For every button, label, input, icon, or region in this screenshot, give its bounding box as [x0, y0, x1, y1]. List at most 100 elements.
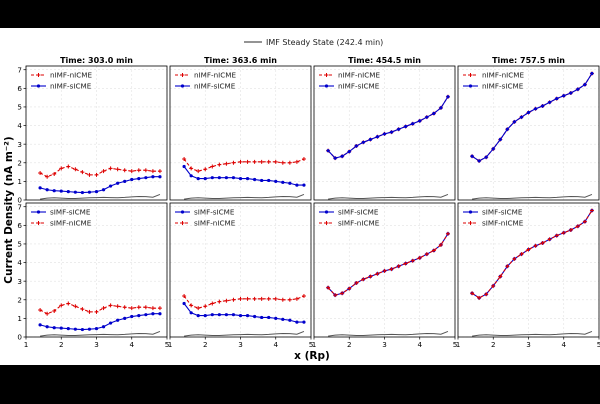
y-tick-label: 1	[17, 177, 22, 186]
data-point	[589, 208, 594, 213]
data-point	[217, 299, 222, 304]
data-point	[417, 255, 422, 260]
legend-marker	[36, 73, 41, 77]
data-point	[245, 313, 250, 318]
data-point	[533, 107, 538, 111]
data-point	[52, 171, 57, 176]
data-point	[498, 274, 503, 279]
data-point	[231, 160, 236, 165]
legend-label: sIMF-sICME	[194, 208, 235, 217]
x-tick-label: 1	[312, 340, 317, 349]
data-point	[368, 274, 373, 279]
y-tick-label: 4	[17, 258, 22, 267]
legend-marker	[468, 221, 473, 225]
data-point	[301, 157, 306, 162]
data-point	[354, 144, 358, 148]
data-point	[196, 176, 200, 181]
data-point	[568, 227, 573, 232]
data-point	[217, 176, 221, 180]
data-point	[326, 285, 331, 290]
data-point	[266, 296, 271, 301]
data-point	[210, 301, 215, 306]
panel-title-3: Time: 454.5 min	[348, 56, 421, 65]
data-point	[477, 159, 481, 163]
x-tick-label: 3	[526, 340, 531, 349]
data-point	[410, 258, 415, 263]
data-point	[562, 94, 566, 98]
data-point	[375, 271, 380, 276]
data-point	[287, 160, 292, 165]
data-point	[252, 296, 257, 301]
data-point	[87, 327, 92, 331]
data-point	[295, 183, 299, 187]
data-point	[116, 318, 120, 322]
steady-state-legend-label: IMF Steady State (242.4 min)	[266, 38, 383, 47]
data-point	[123, 179, 127, 183]
data-point	[66, 190, 70, 194]
y-tick-label: 2	[17, 158, 22, 167]
data-point	[123, 316, 127, 320]
legend-label: sIMF-nICME	[50, 219, 92, 228]
data-point	[569, 91, 573, 95]
y-axis-label: Current Density (nA m⁻²)	[3, 136, 15, 283]
data-point	[224, 313, 228, 317]
data-point	[158, 175, 162, 179]
data-point	[122, 168, 127, 173]
data-point	[389, 130, 394, 134]
y-tick-label: 6	[17, 221, 22, 230]
data-point	[302, 320, 306, 324]
data-point	[583, 83, 587, 87]
data-point	[129, 169, 134, 174]
legend-label: sIMF-nICME	[338, 219, 380, 228]
data-point	[59, 303, 64, 308]
data-point	[238, 176, 243, 181]
data-point	[101, 325, 106, 329]
data-point	[87, 190, 92, 194]
data-point	[368, 137, 372, 142]
data-point	[80, 170, 85, 175]
data-point	[519, 115, 524, 119]
data-point	[182, 301, 186, 306]
steady-state-line	[40, 193, 161, 200]
data-point	[52, 308, 57, 313]
legend-marker	[180, 84, 185, 88]
data-point	[94, 190, 99, 194]
legend-marker	[36, 221, 41, 225]
panel-2: nIMF-nICME nIMF-sICME	[169, 65, 312, 201]
data-point	[470, 291, 475, 296]
panel-3: nIMF-nICME nIMF-sICME	[313, 65, 456, 201]
legend-marker	[324, 73, 329, 77]
data-point	[80, 307, 85, 312]
data-point	[182, 294, 187, 299]
data-point	[326, 149, 330, 153]
data-point	[109, 321, 113, 325]
data-point	[281, 317, 285, 321]
data-point	[52, 189, 56, 193]
data-point	[101, 306, 106, 311]
data-point	[224, 161, 229, 166]
x-tick-label: 4	[129, 340, 134, 349]
data-point	[274, 179, 278, 183]
data-point	[484, 155, 488, 159]
data-point	[38, 186, 42, 190]
data-point	[38, 323, 42, 327]
steady-state-line	[472, 330, 593, 337]
legend-label: nIMF-nICME	[482, 71, 524, 80]
legend-marker	[324, 84, 329, 88]
data-point	[144, 313, 148, 317]
x-tick-label: 2	[491, 340, 496, 349]
data-point	[302, 183, 306, 187]
data-point	[382, 268, 387, 273]
data-point	[274, 316, 278, 320]
legend-marker	[36, 84, 41, 88]
x-tick-label: 2	[203, 340, 208, 349]
data-point	[59, 326, 63, 330]
data-point	[203, 167, 208, 172]
data-point	[189, 303, 194, 308]
data-point	[130, 314, 134, 319]
data-point	[80, 327, 84, 332]
data-point	[157, 306, 162, 311]
panel-frame	[169, 65, 312, 201]
data-point	[295, 320, 299, 324]
